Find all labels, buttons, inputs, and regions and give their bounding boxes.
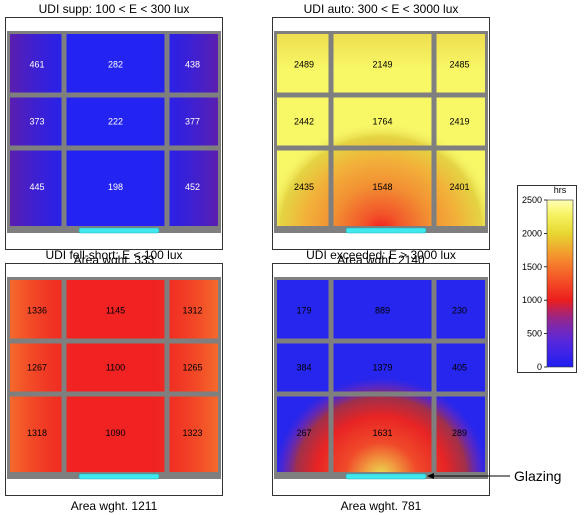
grid-divider <box>431 34 437 226</box>
cell-value: 1100 <box>106 363 125 373</box>
cell-value: 222 <box>108 117 123 127</box>
panel-title: UDI exceeded: E > 3000 lux <box>306 248 456 262</box>
grid-divider <box>277 391 485 397</box>
cell-value: 198 <box>108 182 123 192</box>
cell-value: 2485 <box>449 60 469 70</box>
panel-title: UDI fell-short: E < 100 lux <box>45 248 182 262</box>
cell-value: 384 <box>296 363 311 373</box>
cell-value: 889 <box>375 306 390 316</box>
grid-divider <box>328 280 334 472</box>
area-weighted-value: Area wght. 781 <box>341 499 422 513</box>
cell-value: 1318 <box>27 428 47 438</box>
illuminance-gradient <box>10 34 218 226</box>
cell-value: 373 <box>29 117 44 127</box>
cell-value: 2442 <box>294 117 314 127</box>
cell-value: 405 <box>452 363 467 373</box>
panel-title: UDI auto: 300 < E < 3000 lux <box>304 2 459 16</box>
grid-divider <box>277 145 485 151</box>
grid-divider <box>10 338 218 344</box>
cell-value: 289 <box>452 428 467 438</box>
glazing-label: Glazing <box>514 468 561 484</box>
cell-value: 445 <box>29 182 44 192</box>
glazing-pointer-arrowhead <box>427 473 434 479</box>
legend-tick-label: 0 <box>537 362 542 372</box>
cell-value: 1267 <box>27 363 47 373</box>
legend-tick-label: 2000 <box>522 228 542 238</box>
glazing-strip <box>78 227 160 234</box>
legend-tick-label: 1500 <box>522 262 542 272</box>
legend-tick-label: 2500 <box>522 195 542 205</box>
illuminance-gradient <box>277 34 485 226</box>
cell-value: 230 <box>452 306 467 316</box>
illuminance-gradient <box>277 280 485 472</box>
grid-divider <box>164 280 170 472</box>
grid-divider <box>10 145 218 151</box>
grid-divider <box>61 34 67 226</box>
glazing-strip <box>78 473 160 480</box>
cell-value: 1548 <box>372 182 392 192</box>
udi-panel-auto: UDI auto: 300 < E < 3000 lux 2489 2149 2485… <box>272 2 490 267</box>
cell-value: 2489 <box>294 60 314 70</box>
grid-divider <box>277 92 485 98</box>
grid-divider <box>277 338 485 344</box>
cell-value: 1764 <box>372 117 392 127</box>
cell-value: 461 <box>29 60 44 70</box>
legend-colorbar <box>546 199 574 368</box>
grid-divider <box>61 280 67 472</box>
cell-value: 2419 <box>449 117 469 127</box>
grid-divider <box>164 34 170 226</box>
grid-divider <box>328 34 334 226</box>
cell-value: 1336 <box>27 306 47 316</box>
legend-tick-label: 1000 <box>522 295 542 305</box>
cell-value: 2401 <box>449 182 469 192</box>
cell-value: 2435 <box>294 182 314 192</box>
legend-tick-label: 500 <box>527 329 542 339</box>
color-legend: hrs 2500 2000 1500 1000 500 0 <box>517 185 577 373</box>
cell-value: 282 <box>108 60 123 70</box>
illuminance-gradient <box>10 280 218 472</box>
cell-value: 1631 <box>372 428 392 438</box>
cell-value: 1145 <box>106 306 125 316</box>
cell-value: 1323 <box>182 428 202 438</box>
area-weighted-value: Area wght. 1211 <box>71 499 158 513</box>
cell-value: 438 <box>185 60 200 70</box>
grid-divider <box>10 92 218 98</box>
cell-value: 1379 <box>372 363 392 373</box>
legend-title: hrs <box>554 185 567 195</box>
cell-value: 267 <box>296 428 311 438</box>
cell-value: 452 <box>185 182 200 192</box>
cell-value: 377 <box>185 117 200 127</box>
glazing-strip <box>345 473 427 480</box>
udi-panel-supp: UDI supp: 100 < E < 300 lux 461 282 438 373 2… <box>5 2 223 267</box>
cell-value: 179 <box>296 306 311 316</box>
glazing-strip <box>345 227 427 234</box>
cell-value: 2149 <box>372 60 392 70</box>
cell-value: 1265 <box>182 363 202 373</box>
udi-panel-exceeded: UDI exceeded: E > 3000 lux 179 889 230 384 13… <box>272 248 490 513</box>
grid-divider <box>431 280 437 472</box>
udi-panel-short: UDI fell-short: E < 100 lux 1336 1145 1312 1… <box>5 248 223 513</box>
cell-value: 1312 <box>182 306 202 316</box>
grid-divider <box>10 391 218 397</box>
cell-value: 1090 <box>105 428 125 438</box>
panel-title: UDI supp: 100 < E < 300 lux <box>39 2 190 16</box>
